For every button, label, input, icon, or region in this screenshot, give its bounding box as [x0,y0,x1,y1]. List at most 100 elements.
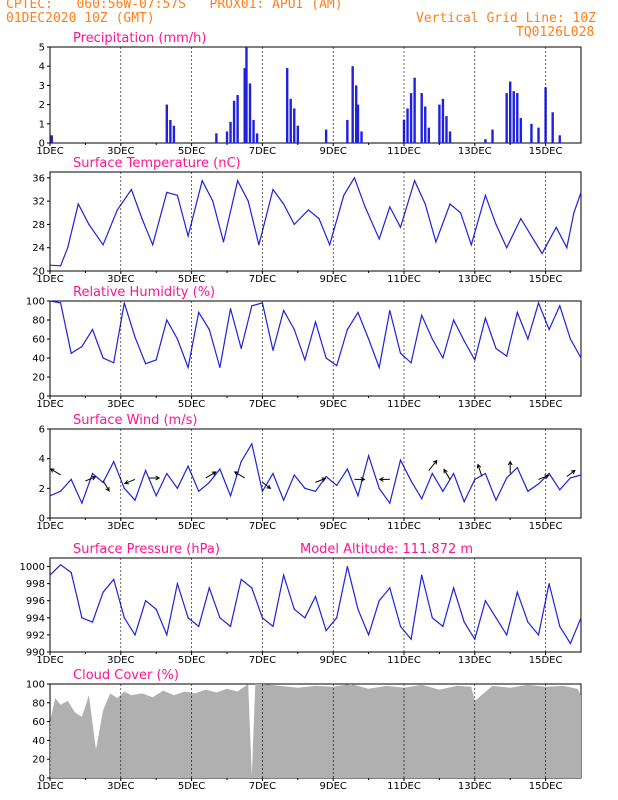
series-point [530,235,533,237]
x-tick-label: 13DEC [458,781,492,792]
x-tick-label: 7DEC [249,655,276,666]
series-point [134,336,136,338]
series-point [442,625,444,627]
x-tick-label: 7DEC [249,521,276,532]
series-point [251,587,253,589]
wind-arrow [149,475,161,481]
x-tick-label: 11DEC [387,399,421,410]
precip-bar [296,125,299,143]
series-point [144,363,147,365]
precip-bar [427,127,430,143]
panel-5 [47,683,582,781]
series-point [272,188,274,191]
series-point [442,357,444,359]
x-tick-label: 5DEC [178,781,205,792]
series-point [474,478,476,481]
series-point [555,226,557,228]
precip-bar [324,129,328,143]
series-point [559,489,561,491]
series-line [49,176,582,267]
series-point [336,365,338,367]
series-point [537,302,540,304]
x-tick-label: 15DEC [529,399,563,410]
series-point [580,474,582,476]
series-point [325,475,327,478]
cloud-cover-area [50,684,581,778]
series-point [198,490,200,492]
y-tick-label: 60 [32,717,45,728]
series-point [102,244,104,246]
series-point [484,194,487,196]
series-point [569,642,571,645]
x-tick-label: 1DEC [36,274,63,285]
y-tick-label: 28 [32,220,45,231]
series-point [81,346,83,348]
precip-bar [491,129,494,143]
series-point [506,247,508,249]
series-point [516,466,518,469]
series-line [49,442,582,505]
panel-0 [47,46,582,146]
series-point [130,188,133,191]
y-tick-label: 2 [39,100,45,111]
precip-bar [537,127,540,143]
series-point [346,468,348,470]
wind-arrow [507,460,513,474]
panel-frame [49,557,582,653]
x-tick-label: 7DEC [249,274,276,285]
y-tick-label: 80 [32,698,45,709]
y-tick-label: 1000 [20,562,45,573]
header-station: CPTEC: 060:56W-07:57S PROX01: APUI (AM) [6,0,343,12]
x-tick-label: 7DEC [249,781,276,792]
x-tick-label: 7DEC [249,146,276,157]
precip-bar [255,133,259,143]
precip-bar [424,106,427,143]
series-point [113,578,115,580]
series-point [166,319,168,321]
series-point [424,203,426,205]
precip-bar [245,47,248,143]
series-point [219,366,221,369]
x-tick-label: 3DEC [107,274,134,285]
series-point [304,487,306,489]
series-point [410,362,412,364]
header-datetime: 01DEC2020 10Z (GMT) [6,11,155,26]
series-point [506,355,508,357]
precip-bar [445,116,448,143]
series-point [229,308,232,310]
precip-bar [420,93,423,143]
series-point [506,477,508,479]
series-point [187,235,189,237]
series-point [527,338,529,340]
y-tick-label: 60 [32,335,45,346]
series-point [208,587,210,589]
panel-1 [47,171,582,274]
x-tick-label: 3DEC [107,655,134,666]
series-point [251,305,253,307]
series-point [346,328,348,331]
series-point [495,347,497,350]
series-point [113,461,115,463]
y-tick-label: 4 [39,62,45,73]
x-tick-label: 11DEC [387,146,421,157]
x-tick-label: 9DEC [320,146,347,157]
series-point [449,203,451,205]
x-tick-label: 9DEC [320,655,347,666]
series-point [60,302,62,304]
series-point [389,206,391,208]
y-tick-label: 2 [39,484,45,495]
series-point [187,366,189,369]
precip-bar [409,93,413,143]
precip-bar [530,123,533,143]
series-point [506,634,508,636]
series-point [187,617,189,619]
series-point [166,472,168,475]
series-point [569,338,571,340]
series-point [527,621,529,623]
series-point [314,321,317,323]
precip-bar [484,139,487,143]
series-point [91,472,94,475]
x-tick-label: 5DEC [178,146,205,157]
series-point [67,247,69,249]
x-tick-label: 11DEC [387,521,421,532]
